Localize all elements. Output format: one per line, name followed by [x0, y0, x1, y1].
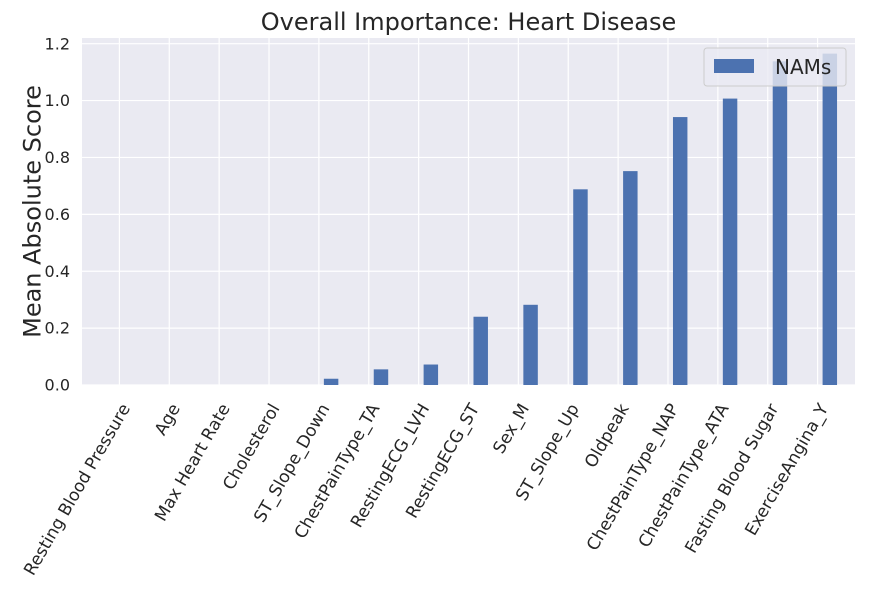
- bar-st-slope-down: [323, 378, 339, 385]
- x-tick-label: Resting Blood Pressure: [20, 400, 135, 579]
- y-tick-label: 1.0: [45, 91, 70, 110]
- bar-chestpaintype-ata: [722, 98, 738, 385]
- y-axis-ticks: 0.0 0.2 0.4 0.6 0.8 1.0 1.2: [45, 34, 70, 394]
- bar-chestpaintype-ta: [373, 369, 389, 385]
- y-tick-label: 0.6: [45, 205, 70, 224]
- x-tick-label: ChestPainType_NAP: [583, 400, 683, 554]
- bars: [323, 53, 838, 386]
- x-tick-label: Age: [151, 400, 185, 438]
- legend-box: [703, 47, 847, 87]
- bar-restingecg-st: [473, 316, 488, 385]
- bar-chestpaintype-nap: [672, 117, 688, 385]
- y-axis-label: Mean Absolute Score: [18, 85, 46, 338]
- legend-swatch: [714, 59, 754, 73]
- y-tick-label: 1.2: [45, 34, 70, 53]
- legend-label: NAMs: [775, 55, 831, 79]
- bar-exerciseangina-y: [822, 53, 838, 386]
- x-tick-label: Fasting Blood Sugar: [681, 400, 783, 556]
- x-tick-label: Sex_M: [489, 400, 533, 457]
- y-tick-label: 0.4: [45, 262, 70, 281]
- bar-sex-m: [523, 304, 538, 385]
- x-tick-label: ChestPainType_ATA: [635, 400, 734, 551]
- chart-title: Overall Importance: Heart Disease: [261, 8, 676, 36]
- bar-st-slope-up: [573, 189, 588, 385]
- x-tick-label: Oldpeak: [581, 400, 634, 471]
- y-tick-label: 0.8: [45, 148, 70, 167]
- y-tick-label: 0.2: [45, 319, 70, 338]
- bar-fasting-blood-sugar: [772, 61, 788, 386]
- bar-oldpeak: [623, 171, 638, 385]
- legend: NAMs: [703, 47, 847, 87]
- bar-restingecg-lvh: [423, 364, 439, 385]
- y-tick-label: 0.0: [45, 376, 70, 395]
